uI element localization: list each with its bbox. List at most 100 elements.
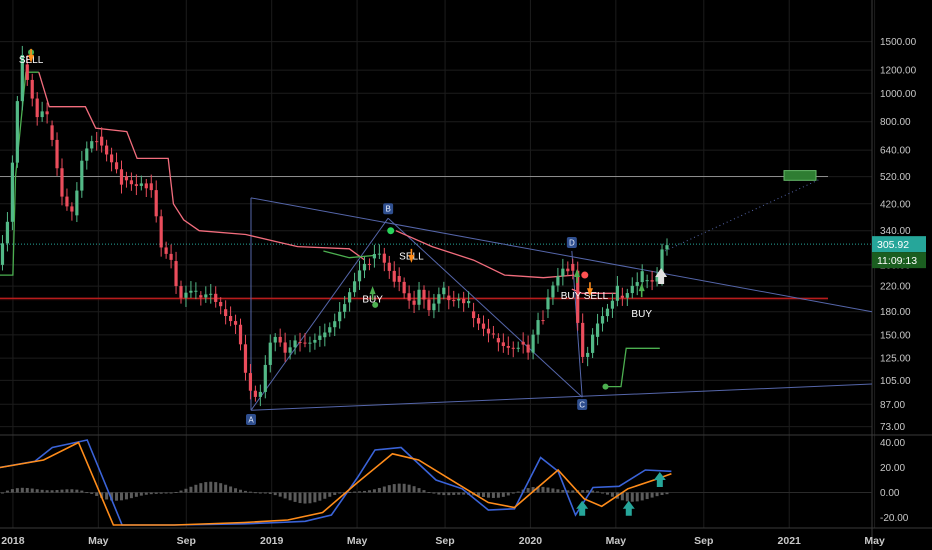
candle-down[interactable] <box>174 261 178 287</box>
candle-up[interactable] <box>204 294 208 298</box>
candle-up[interactable] <box>591 334 595 353</box>
candle-down[interactable] <box>511 347 515 349</box>
candle-down[interactable] <box>452 300 456 302</box>
candle-down[interactable] <box>219 301 223 307</box>
candle-down[interactable] <box>650 280 654 282</box>
candle-down[interactable] <box>238 324 243 345</box>
candle-up[interactable] <box>546 297 550 310</box>
candle-up[interactable] <box>258 391 262 397</box>
candle-down[interactable] <box>154 190 158 217</box>
candle-down[interactable] <box>298 341 302 343</box>
candle-up[interactable] <box>80 160 84 191</box>
candle-up[interactable] <box>536 320 540 335</box>
candle-down[interactable] <box>486 328 491 334</box>
candle-up[interactable] <box>467 301 471 304</box>
candle-down[interactable] <box>253 390 257 397</box>
candle-down[interactable] <box>402 281 406 294</box>
candle-down[interactable] <box>303 342 307 344</box>
candle-up[interactable] <box>313 339 317 343</box>
candle-down[interactable] <box>233 321 238 325</box>
candle-up[interactable] <box>308 342 312 344</box>
candle-down[interactable] <box>45 111 49 115</box>
candle-up[interactable] <box>362 263 367 271</box>
candle-up[interactable] <box>15 101 19 163</box>
candle-up[interactable] <box>442 287 446 295</box>
candle-down[interactable] <box>476 318 481 324</box>
candle-up[interactable] <box>139 183 143 186</box>
candle-up[interactable] <box>605 308 610 317</box>
candle-up[interactable] <box>189 290 193 293</box>
candle-up[interactable] <box>288 347 292 353</box>
candle-up[interactable] <box>551 285 555 298</box>
candle-down[interactable] <box>521 341 525 345</box>
candle-up[interactable] <box>268 342 272 365</box>
candle-down[interactable] <box>65 196 69 207</box>
candle-down[interactable] <box>407 293 411 301</box>
candle-down[interactable] <box>462 298 466 304</box>
candlesticks[interactable] <box>0 45 669 407</box>
candle-up[interactable] <box>645 280 649 282</box>
candle-down[interactable] <box>30 79 34 99</box>
candle-up[interactable] <box>10 162 14 222</box>
candle-down[interactable] <box>412 300 416 305</box>
candle-up[interactable] <box>357 270 362 282</box>
candle-down[interactable] <box>25 64 29 80</box>
candle-up[interactable] <box>561 268 565 277</box>
candle-down[interactable] <box>422 289 426 300</box>
candle-up[interactable] <box>333 321 337 328</box>
candle-down[interactable] <box>149 183 153 191</box>
candle-down[interactable] <box>248 373 253 391</box>
candle-up[interactable] <box>318 335 322 340</box>
candle-down[interactable] <box>501 342 505 346</box>
candle-down[interactable] <box>105 145 109 155</box>
candle-down[interactable] <box>70 206 74 212</box>
candle-down[interactable] <box>397 276 401 282</box>
candle-up[interactable] <box>615 285 619 301</box>
candle-up[interactable] <box>0 243 5 265</box>
candle-up[interactable] <box>209 293 213 295</box>
candle-up[interactable] <box>516 347 520 349</box>
candle-up[interactable] <box>437 294 441 304</box>
candle-up[interactable] <box>343 304 347 312</box>
candle-down[interactable] <box>124 176 129 181</box>
candle-up[interactable] <box>273 336 277 343</box>
candle-down[interactable] <box>95 141 99 143</box>
candle-down[interactable] <box>199 295 203 298</box>
candle-down[interactable] <box>571 263 575 271</box>
candle-up[interactable] <box>610 300 615 309</box>
candle-up[interactable] <box>323 332 327 338</box>
candle-up[interactable] <box>328 327 332 333</box>
candle-up[interactable] <box>432 303 436 311</box>
candle-up[interactable] <box>600 316 605 324</box>
candle-down[interactable] <box>496 338 500 343</box>
candle-down[interactable] <box>581 322 585 357</box>
candle-down[interactable] <box>169 253 173 260</box>
candle-up[interactable] <box>263 364 267 392</box>
candle-up[interactable] <box>665 245 669 250</box>
candle-up[interactable] <box>531 334 535 353</box>
candle-up[interactable] <box>338 311 342 322</box>
candle-down[interactable] <box>164 247 168 254</box>
candle-down[interactable] <box>392 270 396 282</box>
candle-up[interactable] <box>90 141 94 149</box>
candle-down[interactable] <box>134 184 138 186</box>
candle-up[interactable] <box>377 253 381 255</box>
candle-down[interactable] <box>620 295 624 298</box>
candle-up[interactable] <box>20 55 24 102</box>
time-axis[interactable]: 2018 May Sep 2019 May Sep 2020 May Sep 2021 May <box>1 535 885 547</box>
candle-down[interactable] <box>129 180 134 185</box>
candle-down[interactable] <box>541 320 545 322</box>
candle-up[interactable] <box>640 271 644 283</box>
candle-down[interactable] <box>55 139 59 169</box>
candle-up[interactable] <box>635 282 639 286</box>
candle-up[interactable] <box>457 298 461 301</box>
candle-down[interactable] <box>526 344 530 353</box>
candle-up[interactable] <box>293 340 297 348</box>
candle-up[interactable] <box>184 292 188 298</box>
candle-up[interactable] <box>595 323 600 337</box>
candle-down[interactable] <box>471 311 476 319</box>
candle-down[interactable] <box>214 293 218 302</box>
candle-down[interactable] <box>179 286 183 298</box>
macd-axis[interactable]: 40.00 20.00 0.00 -20.00 <box>880 438 909 524</box>
candle-up[interactable] <box>352 281 357 293</box>
